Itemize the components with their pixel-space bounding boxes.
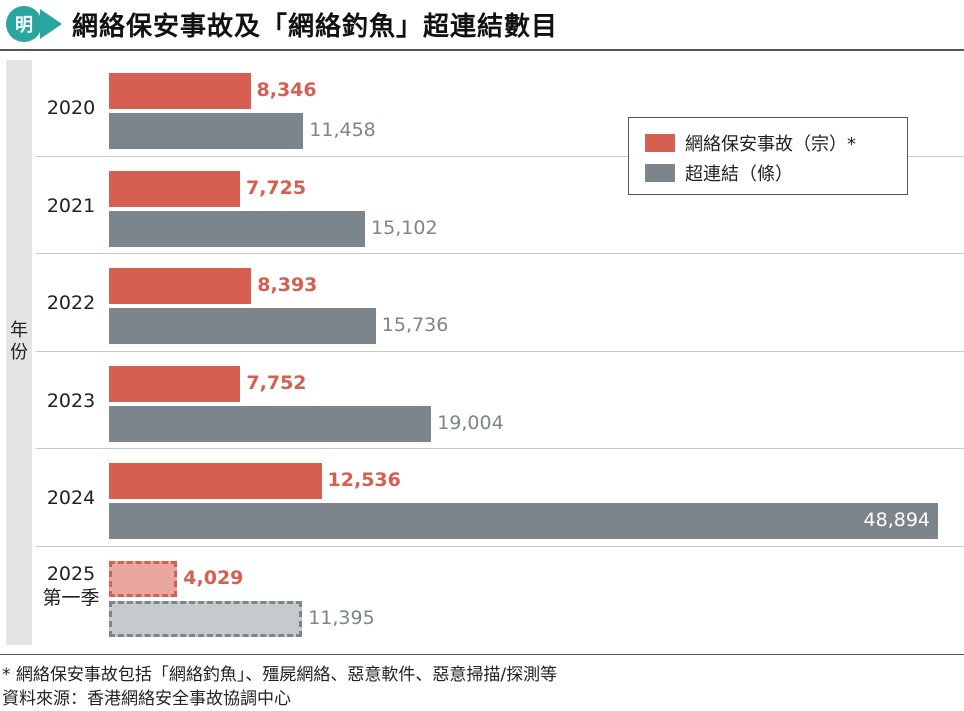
header-divider	[0, 49, 964, 51]
category-label-line: 2024	[46, 487, 96, 509]
data-label-links: 48,894	[863, 509, 930, 531]
row-separator	[36, 545, 964, 547]
legend-item-links: 超連結（條）	[645, 160, 793, 186]
data-label-incidents: 8,393	[257, 274, 318, 296]
logo-arrow-icon	[40, 9, 62, 39]
category-label-line: 2025	[46, 562, 96, 585]
category-label-line: 2021	[46, 194, 96, 217]
data-label-links: 15,736	[381, 314, 449, 336]
footnote-source: 資料來源：香港網絡安全事故協調中心	[2, 689, 291, 709]
legend-swatch-links	[645, 164, 675, 182]
category-label: 2025 第一季	[36, 562, 106, 610]
data-label-incidents: 7,725	[245, 176, 307, 199]
y-axis-label-line1: 年	[10, 320, 28, 341]
category-label: 2021	[36, 194, 106, 218]
legend-swatch-incidents	[645, 134, 675, 152]
category-label: 2023	[36, 389, 106, 413]
category-label-line: 2020	[46, 97, 96, 119]
bar-incidents	[109, 463, 322, 499]
bar-links	[109, 308, 376, 344]
category-label: 2024	[36, 486, 106, 510]
y-axis-label: 年 份	[6, 320, 32, 364]
category-label: 2020	[36, 96, 106, 120]
logo-badge: 明	[6, 6, 42, 42]
bar-incidents	[109, 560, 178, 597]
bar-incidents	[109, 73, 251, 109]
data-label-incidents: 12,536	[327, 469, 401, 491]
logo-text: 明	[15, 15, 33, 36]
legend-item-incidents: 網絡保安事故（宗）*	[645, 130, 856, 156]
y-axis-band	[6, 60, 32, 645]
data-label-incidents: 8,346	[256, 79, 317, 101]
header: 明 網絡保安事故及「網絡釣魚」超連結數目	[0, 0, 964, 51]
legend-label-links: 超連結（條）	[685, 164, 793, 185]
category-label-line: 第一季	[42, 586, 100, 609]
footer-divider	[0, 654, 964, 655]
footnote-note: * 網絡保安事故包括「網絡釣魚」、殭屍網絡、惡意軟件、惡意掃描/探測等	[2, 665, 558, 685]
bar-incidents	[109, 268, 252, 304]
row-separator	[36, 448, 964, 449]
category-label-line: 2023	[46, 389, 96, 412]
legend-label-incidents: 網絡保安事故（宗）*	[685, 134, 856, 155]
legend: 網絡保安事故（宗）* 超連結（條）	[628, 117, 908, 195]
data-label-links: 11,395	[308, 606, 375, 629]
data-label-links: 15,102	[371, 216, 438, 239]
data-label-links: 11,458	[309, 119, 376, 141]
chart-title: 網絡保安事故及「網絡釣魚」超連結數目	[72, 12, 559, 42]
bar-incidents	[109, 170, 240, 207]
bar-links	[109, 503, 938, 539]
bar-incidents	[109, 365, 241, 402]
bar-links	[109, 405, 432, 442]
y-axis-label-line2: 份	[10, 342, 28, 363]
row-separator	[36, 253, 964, 254]
bar-links	[109, 113, 304, 149]
data-label-incidents: 4,029	[183, 566, 244, 589]
bar-links	[109, 210, 366, 247]
category-label-line: 2022	[46, 292, 96, 314]
row-separator	[36, 350, 964, 352]
row-separator	[36, 155, 964, 157]
category-label: 2022	[36, 291, 106, 315]
data-label-links: 19,004	[437, 411, 504, 434]
bar-links	[109, 600, 303, 637]
data-label-incidents: 7,752	[246, 371, 307, 394]
